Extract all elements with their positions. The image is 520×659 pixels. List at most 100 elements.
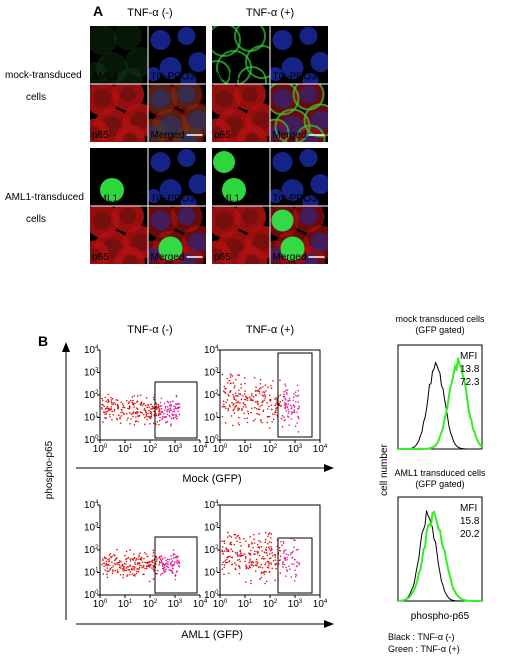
column-header: TNF-α (+): [246, 7, 294, 19]
event: [225, 547, 227, 549]
cell: [154, 110, 187, 142]
event: [159, 412, 161, 415]
nucleus: [177, 27, 196, 45]
tick-base: 10: [84, 435, 96, 446]
tick-label: 100: [93, 599, 108, 610]
event: [252, 546, 254, 549]
tick-base: 10: [204, 568, 216, 579]
event: [246, 396, 249, 399]
event: [246, 399, 249, 401]
micrograph: [90, 148, 148, 206]
event: [285, 389, 287, 392]
event: [286, 558, 288, 561]
event: [272, 554, 274, 557]
nucleus: [177, 149, 196, 167]
event: [104, 413, 106, 416]
event: [292, 539, 295, 541]
event: [233, 384, 236, 387]
event: [125, 399, 128, 402]
tick-base: 10: [93, 444, 105, 455]
tick-exponent: 0: [215, 435, 219, 441]
event: [152, 578, 155, 580]
event: [251, 563, 254, 566]
event: [170, 423, 172, 426]
event: [143, 423, 146, 426]
event: [261, 394, 264, 396]
event: [159, 557, 162, 560]
channel-label: AML1: [92, 72, 119, 83]
event: [137, 415, 139, 417]
event: [122, 576, 124, 579]
event: [284, 401, 286, 404]
event: [261, 566, 264, 569]
event: [264, 538, 267, 541]
tick-base: 10: [204, 435, 216, 446]
tick-label: 104: [84, 500, 99, 511]
nucleus: [302, 195, 319, 206]
event: [108, 554, 111, 556]
event: [104, 396, 107, 399]
event: [125, 560, 128, 563]
event: [123, 406, 126, 409]
tick-base: 10: [213, 444, 225, 455]
event: [130, 418, 132, 420]
nucleus: [245, 132, 259, 142]
event: [285, 399, 287, 401]
event: [242, 402, 245, 404]
event: [268, 532, 271, 534]
event: [237, 400, 240, 403]
event: [224, 561, 227, 564]
event: [136, 570, 138, 573]
event: [104, 557, 106, 560]
event: [160, 561, 163, 564]
event: [106, 576, 109, 579]
micrograph: [270, 84, 328, 142]
event: [139, 564, 141, 567]
event: [230, 382, 232, 385]
event: [128, 568, 131, 571]
tick-exponent: 2: [95, 390, 99, 396]
event: [257, 403, 259, 406]
tick-exponent: 3: [95, 368, 99, 374]
tick-base: 10: [84, 568, 96, 579]
event: [174, 578, 177, 581]
event: [108, 558, 111, 560]
event: [130, 399, 132, 402]
tick-exponent: 1: [249, 444, 253, 450]
event: [123, 565, 125, 568]
tick-label: 101: [204, 413, 219, 424]
event: [266, 401, 268, 404]
event: [152, 559, 155, 561]
event: [110, 556, 112, 559]
tick-exponent: 0: [95, 590, 99, 596]
event: [234, 567, 237, 570]
event: [138, 554, 141, 556]
tick-base: 10: [84, 390, 96, 401]
event: [254, 564, 257, 566]
event: [260, 563, 263, 566]
event: [151, 560, 153, 563]
event: [157, 407, 160, 409]
nucleus: [90, 126, 101, 139]
event: [144, 552, 146, 554]
tick-base: 10: [204, 368, 216, 379]
event: [145, 412, 147, 414]
channel-label: Merged: [151, 252, 185, 263]
event: [271, 552, 273, 554]
tick-label: 101: [118, 599, 133, 610]
event: [145, 567, 148, 570]
event: [290, 418, 293, 420]
event: [147, 555, 149, 558]
event: [112, 569, 114, 571]
event: [166, 565, 169, 568]
event: [289, 568, 291, 570]
tick-base: 10: [118, 599, 130, 610]
tick-label: 101: [238, 444, 253, 455]
event: [264, 557, 266, 560]
event: [238, 558, 241, 561]
event: [145, 397, 148, 399]
cell: [212, 60, 231, 84]
nucleus: [272, 30, 293, 50]
cell: [90, 62, 107, 84]
event: [107, 399, 110, 402]
